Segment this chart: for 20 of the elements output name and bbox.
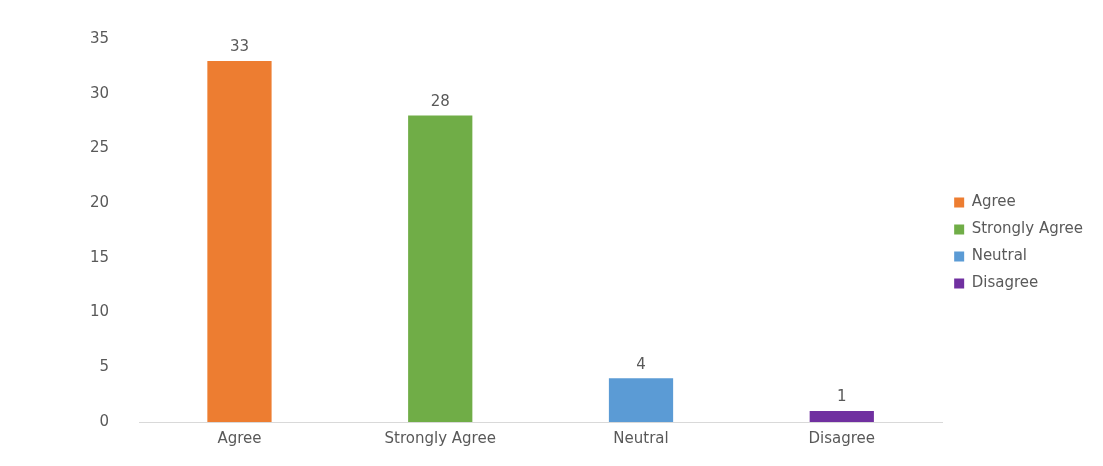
data-label: 33 xyxy=(229,37,250,56)
x-tick-label: Disagree xyxy=(808,428,876,447)
legend-label: Disagree xyxy=(971,273,1039,292)
x-tick-label: Strongly Agree xyxy=(384,428,496,447)
y-tick-label: 30 xyxy=(89,83,110,102)
x-tick-label: Agree xyxy=(217,428,262,447)
y-tick-label: 20 xyxy=(89,193,110,212)
legend-label: Neutral xyxy=(971,246,1028,265)
y-tick-label: 25 xyxy=(89,138,110,157)
y-tick-label: 10 xyxy=(89,302,110,321)
y-tick-label: 0 xyxy=(99,411,110,430)
data-label: 28 xyxy=(430,91,450,110)
data-label: 1 xyxy=(837,387,847,406)
legend-label: Strongly Agree xyxy=(971,219,1084,238)
y-tick-label: 5 xyxy=(99,357,110,376)
x-tick-label: Neutral xyxy=(613,428,669,447)
legend-label: Agree xyxy=(971,192,1016,211)
y-tick-label: 35 xyxy=(89,28,110,47)
y-tick-label: 15 xyxy=(89,247,110,266)
data-label: 4 xyxy=(636,354,646,373)
